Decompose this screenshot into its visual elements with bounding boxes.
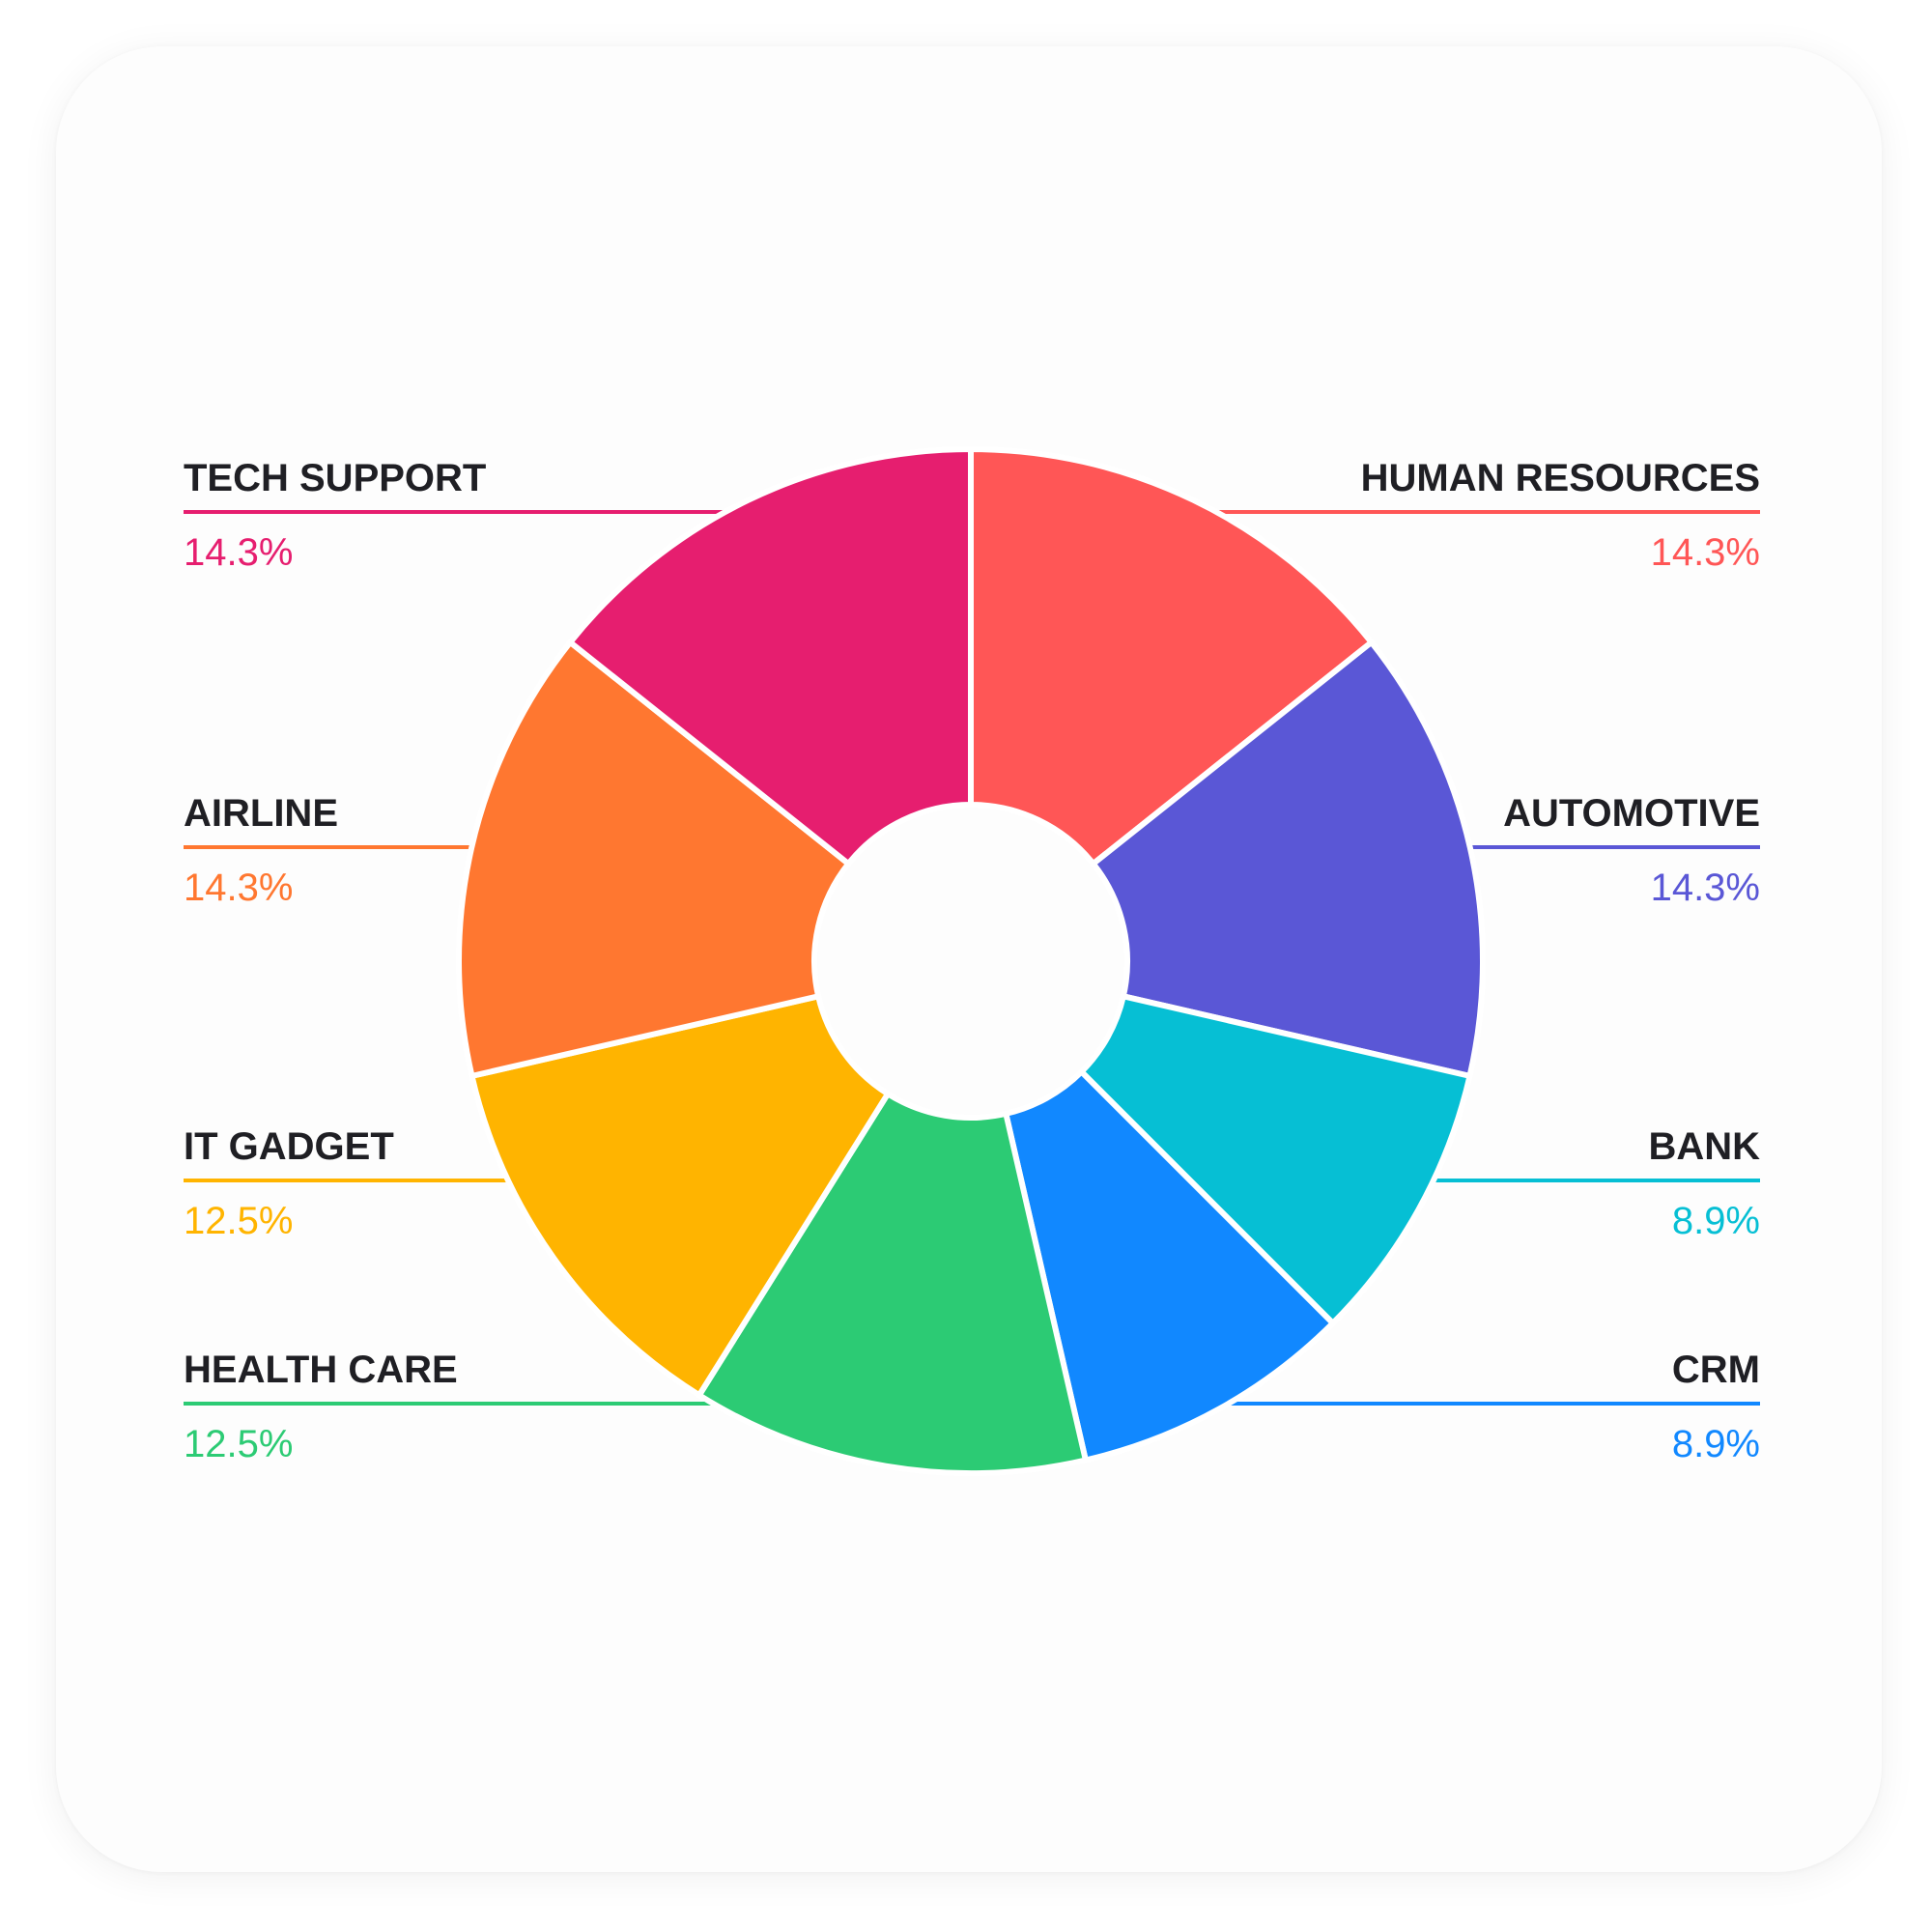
slice-automotive[interactable]: [1090, 639, 1486, 1079]
chart-labels: [184, 510, 1760, 1406]
label-value-health-care: 12.5%: [184, 1423, 293, 1465]
slice-health-care[interactable]: [696, 1091, 1089, 1476]
label-name-automotive: AUTOMOTIVE: [1503, 792, 1760, 835]
slice-human-resources[interactable]: [968, 446, 1375, 867]
label-value-it-gadget: 12.5%: [184, 1200, 293, 1242]
donut-slices: [456, 446, 1486, 1476]
label-name-human-resources: HUMAN RESOURCES: [1361, 457, 1760, 499]
label-name-health-care: HEALTH CARE: [184, 1349, 458, 1391]
label-value-automotive: 14.3%: [1651, 867, 1760, 909]
chart-card: [56, 46, 1882, 1872]
slice-it-gadget[interactable]: [469, 993, 892, 1399]
label-name-it-gadget: IT GADGET: [184, 1125, 394, 1168]
label-name-airline: AIRLINE: [184, 792, 338, 835]
label-value-human-resources: 14.3%: [1651, 531, 1760, 574]
label-value-bank: 8.9%: [1672, 1200, 1760, 1242]
slice-bank[interactable]: [1078, 993, 1473, 1326]
label-value-airline: 14.3%: [184, 867, 293, 909]
label-name-tech-support: TECH SUPPORT: [184, 457, 486, 499]
label-value-tech-support: 14.3%: [184, 531, 293, 574]
label-value-crm: 8.9%: [1672, 1423, 1760, 1465]
label-name-crm: CRM: [1672, 1349, 1760, 1391]
label-texts: HUMAN RESOURCES 14.3% AUTOMOTIVE 14.3% BANK 8…: [184, 457, 1760, 1465]
slice-airline[interactable]: [456, 639, 852, 1079]
slice-crm[interactable]: [1003, 1068, 1336, 1463]
label-name-bank: BANK: [1648, 1125, 1760, 1168]
slice-tech-support[interactable]: [567, 446, 974, 867]
